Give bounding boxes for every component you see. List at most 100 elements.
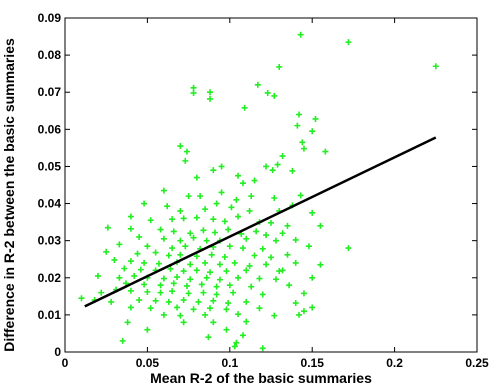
data-point: [243, 267, 250, 274]
data-point: [317, 222, 324, 229]
y-tick-label: 0.08: [38, 48, 62, 62]
data-point: [263, 232, 270, 239]
data-point: [274, 161, 281, 168]
x-tick-label: 0.05: [136, 356, 160, 370]
data-point: [136, 233, 143, 240]
data-point: [190, 84, 197, 91]
data-point: [157, 226, 164, 233]
data-point: [243, 298, 250, 305]
data-point: [169, 288, 176, 295]
y-tick-label: 0.06: [38, 122, 62, 136]
data-point: [218, 189, 225, 196]
data-point: [235, 213, 242, 220]
data-point: [233, 196, 240, 203]
data-point: [207, 89, 214, 96]
data-point: [223, 306, 230, 313]
axes-frame: [64, 17, 478, 353]
regression-line: [84, 136, 437, 308]
y-tick-label: 0.03: [38, 234, 62, 248]
data-point: [141, 281, 148, 288]
data-point: [144, 288, 151, 295]
data-point: [216, 276, 223, 283]
data-point: [248, 193, 255, 200]
data-point: [297, 31, 304, 38]
data-point: [174, 304, 181, 311]
data-point: [137, 266, 144, 273]
data-point: [203, 274, 210, 281]
y-tick-label: 0.07: [38, 85, 62, 99]
data-point: [345, 39, 352, 46]
data-point: [210, 216, 217, 223]
data-point: [259, 345, 266, 352]
y-tick-label: 0.04: [38, 197, 62, 211]
data-point: [180, 268, 187, 275]
data-point: [144, 326, 151, 333]
data-point: [202, 206, 209, 213]
data-point: [127, 258, 134, 265]
data-point: [218, 163, 225, 170]
data-point: [300, 145, 307, 152]
data-point: [190, 89, 197, 96]
data-point: [225, 226, 232, 233]
data-point: [160, 187, 167, 194]
data-point: [177, 207, 184, 214]
data-point: [202, 259, 209, 266]
points-layer: [78, 31, 439, 352]
x-tick-label: 0.2: [386, 356, 403, 370]
data-point: [268, 219, 274, 226]
data-point: [253, 228, 260, 235]
data-point: [432, 63, 439, 70]
data-point: [268, 254, 274, 261]
data-point: [127, 213, 134, 220]
data-point: [207, 305, 214, 312]
data-point: [127, 287, 134, 294]
data-point: [279, 153, 286, 160]
data-point: [170, 228, 177, 235]
data-point: [235, 274, 242, 281]
data-point: [239, 332, 246, 339]
data-point: [226, 243, 233, 250]
data-point: [345, 245, 352, 252]
data-point: [292, 259, 299, 266]
data-point: [141, 259, 148, 266]
data-point: [239, 180, 246, 187]
data-point: [276, 63, 283, 70]
data-point: [241, 104, 248, 111]
data-point: [300, 308, 307, 315]
data-point: [205, 334, 212, 341]
data-point: [264, 89, 271, 96]
data-point: [271, 312, 278, 319]
data-point: [271, 194, 278, 201]
data-point: [98, 289, 105, 296]
data-point: [233, 339, 240, 346]
data-point: [167, 265, 174, 272]
data-point: [190, 306, 197, 313]
data-point: [271, 92, 278, 99]
data-point: [221, 253, 228, 260]
data-point: [111, 256, 118, 263]
data-point: [292, 236, 299, 243]
data-point: [193, 174, 200, 181]
y-tick-label: 0: [54, 345, 61, 359]
data-point: [165, 252, 172, 259]
data-point: [208, 251, 215, 258]
data-point: [251, 252, 258, 259]
data-point: [183, 148, 190, 155]
data-point: [131, 272, 138, 279]
data-point: [141, 200, 148, 207]
data-point: [200, 289, 207, 296]
data-point: [289, 167, 296, 174]
data-point: [193, 253, 200, 260]
x-axis-label: Mean R-2 of the basic summaries: [150, 370, 372, 386]
data-point: [259, 291, 266, 298]
data-point: [182, 243, 189, 250]
data-point: [94, 272, 101, 279]
data-point: [183, 282, 190, 289]
x-tick-label: 0.1: [221, 356, 238, 370]
y-tick-label: 0.02: [38, 271, 62, 285]
data-point: [235, 311, 242, 318]
data-point: [160, 275, 167, 282]
data-point: [165, 298, 172, 305]
data-point: [230, 289, 237, 296]
